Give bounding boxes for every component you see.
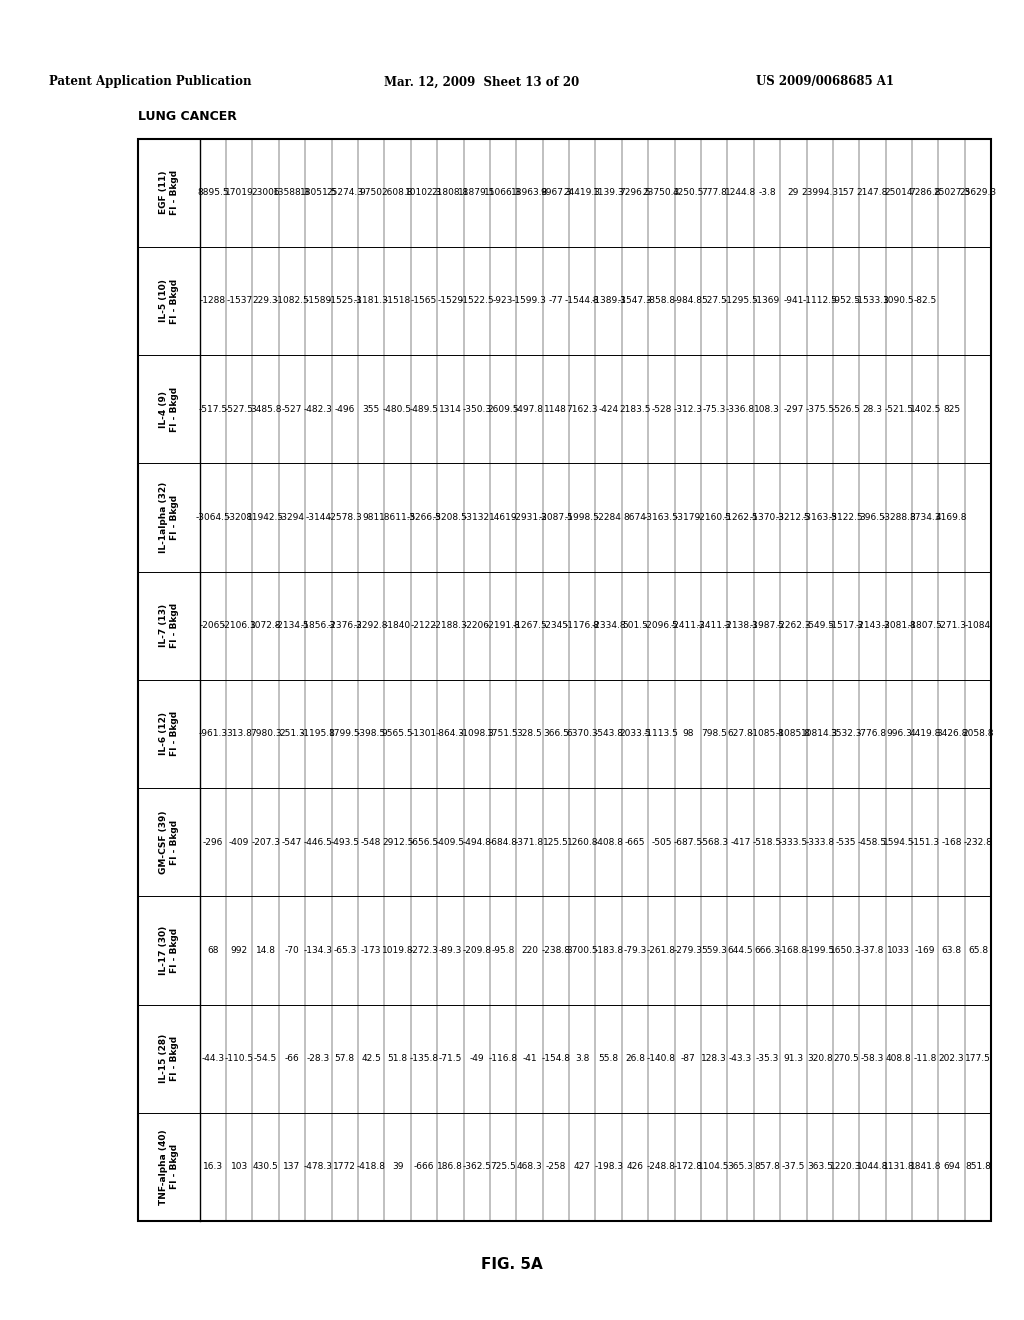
Text: 694: 694	[943, 1163, 961, 1171]
Text: -2578.3: -2578.3	[328, 513, 362, 521]
Text: -3144: -3144	[305, 513, 332, 521]
Text: -95.8: -95.8	[492, 946, 515, 954]
Text: 396.5: 396.5	[859, 513, 886, 521]
Text: 220: 220	[521, 946, 538, 954]
Text: -35.3: -35.3	[756, 1055, 778, 1063]
Text: 851.8: 851.8	[965, 1163, 991, 1171]
Text: -1599.3: -1599.3	[512, 297, 547, 305]
Text: -2087.5: -2087.5	[539, 513, 573, 521]
Text: -2345: -2345	[543, 622, 569, 630]
Bar	[138, 139, 991, 1221]
Text: IL-6 (12)
FI - Bkgd: IL-6 (12) FI - Bkgd	[160, 711, 178, 756]
Text: -3163.5: -3163.5	[644, 513, 679, 521]
Text: 2608.8: 2608.8	[382, 189, 414, 197]
Text: -371.8: -371.8	[515, 838, 544, 846]
Text: 1139.3: 1139.3	[593, 189, 625, 197]
Text: -168: -168	[941, 838, 962, 846]
Text: -526.5: -526.5	[831, 405, 860, 413]
Text: IL-17 (30)
FI - Bkgd: IL-17 (30) FI - Bkgd	[160, 925, 178, 975]
Text: 18051.5: 18051.5	[300, 189, 337, 197]
Text: IL-15 (28)
FI - Bkgd: IL-15 (28) FI - Bkgd	[160, 1034, 178, 1084]
Text: -482.3: -482.3	[304, 405, 333, 413]
Text: 11066.3: 11066.3	[484, 189, 522, 197]
Text: 430.5: 430.5	[253, 1163, 279, 1171]
Text: 363.5: 363.5	[807, 1163, 833, 1171]
Text: -199.5: -199.5	[805, 946, 835, 954]
Text: -409.5: -409.5	[436, 838, 465, 846]
Text: -375.5: -375.5	[805, 405, 835, 413]
Text: -398.5: -398.5	[356, 730, 386, 738]
Text: -1389.3: -1389.3	[591, 297, 626, 305]
Text: -28.3: -28.3	[307, 1055, 330, 1063]
Text: 1841.8: 1841.8	[909, 1163, 941, 1171]
Text: 270.5: 270.5	[834, 1055, 859, 1063]
Text: -687.5: -687.5	[673, 838, 702, 846]
Text: 26.8: 26.8	[625, 1055, 645, 1063]
Text: -3212.5: -3212.5	[776, 513, 811, 521]
Text: -3266.5: -3266.5	[407, 513, 441, 521]
Text: IL-4 (9)
FI - Bkgd: IL-4 (9) FI - Bkgd	[160, 387, 178, 432]
Text: -1195.8: -1195.8	[301, 730, 336, 738]
Text: 1033: 1033	[888, 946, 910, 954]
Text: -37.8: -37.8	[861, 946, 884, 954]
Text: -1987.5: -1987.5	[750, 622, 784, 630]
Text: -418.8: -418.8	[356, 1163, 386, 1171]
Text: 2058.8: 2058.8	[963, 730, 993, 738]
Text: 328.5: 328.5	[516, 730, 543, 738]
Text: -3294: -3294	[279, 513, 305, 521]
Text: -568.3: -568.3	[699, 838, 729, 846]
Text: US 2009/0068685 A1: US 2009/0068685 A1	[756, 75, 894, 88]
Text: 108.3: 108.3	[754, 405, 780, 413]
Text: -1181.3: -1181.3	[353, 297, 388, 305]
Text: 1751.5: 1751.5	[487, 730, 519, 738]
Text: -2096.5: -2096.5	[644, 622, 679, 630]
Text: 1314: 1314	[439, 405, 462, 413]
Text: 17019: 17019	[225, 189, 254, 197]
Text: 16.3: 16.3	[203, 1163, 223, 1171]
Text: -116.8: -116.8	[488, 1055, 518, 1063]
Text: -279.3: -279.3	[674, 946, 702, 954]
Text: 9565.5: 9565.5	[382, 730, 414, 738]
Text: 3485.8: 3485.8	[250, 405, 282, 413]
Text: 798.5: 798.5	[701, 730, 727, 738]
Text: -58.3: -58.3	[861, 1055, 884, 1063]
Text: -547: -547	[282, 838, 302, 846]
Text: 39: 39	[392, 1163, 403, 1171]
Text: TNF-alpha (40)
FI - Bkgd: TNF-alpha (40) FI - Bkgd	[160, 1129, 178, 1205]
Text: -350.3: -350.3	[462, 405, 492, 413]
Text: EGF (11)
FI - Bkgd: EGF (11) FI - Bkgd	[160, 170, 178, 215]
Text: -923: -923	[493, 297, 513, 305]
Text: 7162.3: 7162.3	[566, 405, 598, 413]
Text: -169: -169	[915, 946, 936, 954]
Text: -1369: -1369	[754, 297, 780, 305]
Text: -312.3: -312.3	[674, 405, 702, 413]
Text: 2183.5: 2183.5	[620, 405, 651, 413]
Text: -3163.5: -3163.5	[802, 513, 838, 521]
Text: -75.3: -75.3	[702, 405, 726, 413]
Text: -2931.3: -2931.3	[512, 513, 547, 521]
Text: -168.8: -168.8	[779, 946, 808, 954]
Text: -656.5: -656.5	[410, 838, 438, 846]
Text: -480.5: -480.5	[383, 405, 412, 413]
Text: -1518: -1518	[384, 297, 411, 305]
Text: 6370.3: 6370.3	[566, 730, 598, 738]
Text: 7980.3: 7980.3	[250, 730, 282, 738]
Text: -518.5: -518.5	[753, 838, 781, 846]
Text: 23994.3: 23994.3	[801, 189, 839, 197]
Text: -49: -49	[469, 1055, 484, 1063]
Text: -333.5: -333.5	[779, 838, 808, 846]
Text: 1131.8: 1131.8	[883, 1163, 914, 1171]
Text: -2065: -2065	[200, 622, 226, 630]
Text: -1288: -1288	[200, 297, 226, 305]
Text: 1072.8: 1072.8	[250, 622, 282, 630]
Text: -984.8: -984.8	[674, 297, 702, 305]
Text: -209.8: -209.8	[462, 946, 492, 954]
Text: 320.8: 320.8	[807, 1055, 833, 1063]
Text: 468.3: 468.3	[516, 1163, 543, 1171]
Text: 1220.3: 1220.3	[830, 1163, 862, 1171]
Text: -776.8: -776.8	[858, 730, 887, 738]
Text: -665: -665	[625, 838, 645, 846]
Text: -417: -417	[730, 838, 751, 846]
Text: IL-7 (13)
FI - Bkgd: IL-7 (13) FI - Bkgd	[160, 603, 178, 648]
Text: -297: -297	[783, 405, 804, 413]
